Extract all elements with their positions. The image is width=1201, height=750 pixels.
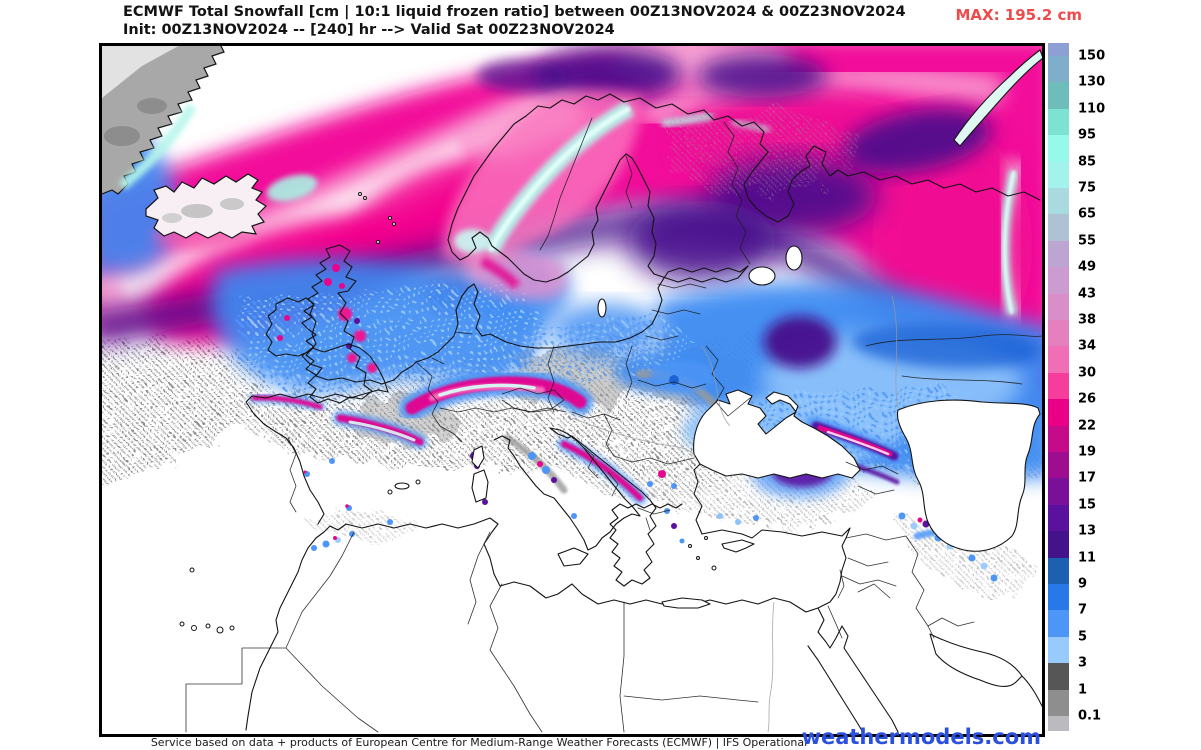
colorbar-segment: [1048, 43, 1069, 56]
colorbar-tick-label: 130: [1078, 74, 1106, 90]
gotland: [597, 298, 607, 318]
colorbar-segment: [1048, 293, 1069, 320]
colorbar-tick-label: 26: [1078, 391, 1097, 407]
colorbar-segment: [1048, 531, 1069, 558]
coast-red-sea-west: [807, 645, 865, 734]
colorbar-tick-label: 19: [1078, 444, 1097, 460]
colorbar-segment: [1048, 267, 1069, 294]
colorbar-tick-label: 38: [1078, 312, 1097, 328]
coast-oman: [1021, 675, 1042, 707]
colorbar-segment: [1048, 636, 1069, 664]
colorbar-segment: [1048, 188, 1069, 215]
colorbar-tick-label: 9: [1078, 576, 1088, 592]
colorbar-tick-label: 49: [1078, 259, 1097, 275]
colorbar-segment: [1048, 610, 1069, 637]
coast-continental-europe: [245, 265, 749, 525]
crete: [661, 597, 711, 609]
lake-onega: [785, 245, 803, 271]
coast-ireland: [265, 297, 317, 357]
colorbar-tick-label: 75: [1078, 180, 1097, 196]
colorbar-segment: [1048, 135, 1069, 162]
colorbar-tick-label: 7: [1078, 602, 1088, 618]
map-frame: [99, 43, 1045, 737]
country-borders: [185, 117, 1042, 733]
colorbar-segment: [1048, 716, 1069, 731]
colorbar-segment: [1048, 689, 1069, 716]
coastlines: [179, 49, 1042, 734]
colorbar-tick-label: 43: [1078, 286, 1097, 302]
lake-ladoga: [748, 266, 776, 286]
coast-italy: [493, 427, 641, 551]
small-islands: [179, 192, 717, 634]
caspian-sea: [896, 399, 1041, 552]
map-init-valid-line: Init: 00Z13NOV2024 -- [240] hr --> Valid…: [123, 22, 615, 38]
max-value-label: MAX: 195.2 cm: [955, 6, 1082, 24]
colorbar-tick-label: 55: [1078, 233, 1097, 249]
coast-marmara-bosphorus: [693, 463, 703, 535]
coast-sinai-red-sea: [817, 607, 899, 733]
colorbar-tick-label: 22: [1078, 418, 1097, 434]
colorbar-segment: [1048, 452, 1069, 479]
balearics: [394, 482, 410, 490]
colorbar-tick-label: 95: [1078, 127, 1097, 143]
cyprus: [721, 539, 755, 553]
brand-watermark: weathermodels.com: [801, 725, 1041, 749]
colorbar-segment: [1048, 399, 1069, 426]
greenland: [102, 46, 225, 195]
colorbar-segment: [1048, 240, 1069, 268]
attribution-text: Service based on data + products of Euro…: [150, 736, 808, 749]
colorbar-tick-label: 15: [1078, 497, 1097, 513]
colorbar-tick-label: 0.1: [1078, 708, 1102, 724]
colorbar-tick-label: 17: [1078, 470, 1097, 486]
colorbar-tick-label: 3: [1078, 655, 1088, 671]
colorbar-segment: [1048, 82, 1069, 109]
colorbar-segment: [1048, 161, 1069, 188]
colorbar-tick-label: 5: [1078, 629, 1088, 645]
colorbar-tick-label: 13: [1078, 523, 1097, 539]
coast-arctic-russia: [609, 93, 1041, 223]
novaya-zemlya: [953, 49, 1042, 147]
colorbar-tick-label: 11: [1078, 550, 1097, 566]
colorbar-segment: [1048, 214, 1069, 241]
black-sea: [693, 389, 861, 479]
coast-persian-gulf: [929, 633, 1023, 688]
colorbar-tick-label: 30: [1078, 365, 1097, 381]
colorbar-segment: [1048, 346, 1069, 373]
colorbar-legend: 150 130 110 95 85 75 65 55 49 43 38 34 30 26 22 19 17 15 1…: [1048, 43, 1198, 731]
colorbar-tick-label: 1: [1078, 682, 1088, 698]
colorbar-segment: [1048, 56, 1069, 83]
colorbar-segment: [1048, 557, 1069, 584]
colorbar-segment: [1048, 478, 1069, 505]
colorbar-segment: [1048, 372, 1069, 400]
colorbar-segment: [1048, 663, 1069, 690]
coast-turkey-levant-africa: [245, 517, 851, 731]
sicily: [557, 547, 589, 567]
colorbar-segment: [1048, 320, 1069, 347]
coast-adriatic-greece: [571, 435, 683, 587]
colorbar-segment: [1048, 504, 1069, 532]
colorbar-tick-label: 65: [1078, 206, 1097, 222]
colorbar-segment: [1048, 108, 1069, 136]
seas: [693, 389, 1041, 552]
iceland: [145, 173, 267, 248]
corsica: [471, 445, 485, 469]
colorbar-tick-label: 85: [1078, 154, 1097, 170]
map-title: ECMWF Total Snowfall [cm | 10:1 liquid f…: [123, 4, 906, 20]
coast-scandinavia: [447, 93, 749, 283]
colorbar-segment: [1048, 425, 1069, 452]
colorbar-tick-label: 110: [1078, 101, 1106, 117]
colorbar-tick-label: 34: [1078, 338, 1097, 354]
colorbar-segment: [1048, 584, 1069, 611]
snowfall-map: [102, 46, 1042, 734]
sardinia: [471, 469, 489, 503]
colorbar-tick-label: 150: [1078, 48, 1106, 64]
